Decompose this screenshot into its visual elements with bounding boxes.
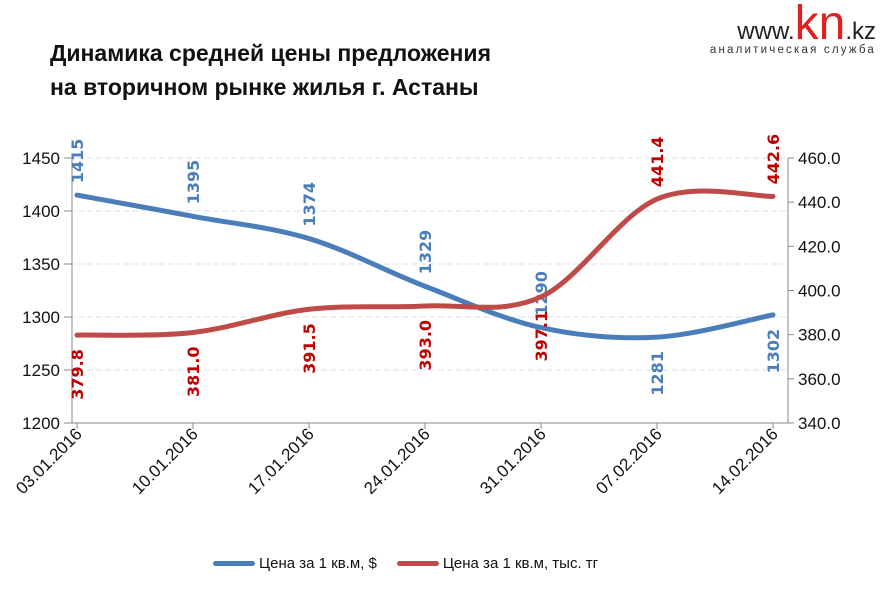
logo-kz: .kz [845,18,876,45]
logo: www.kn.kz аналитическая служба [710,0,876,56]
right-tick-label: 440.0 [798,193,841,212]
right-tick-label: 360.0 [798,370,841,389]
data-label: 1290 [532,271,551,316]
legend-item-usd: Цена за 1 кв.м, $ [213,555,377,572]
legend-swatch [213,561,255,566]
data-label: 1329 [416,230,435,275]
right-tick-label: 460.0 [798,149,841,168]
title-line-1: Динамика средней цены предложения [50,40,491,66]
x-tick-label: 24.01.2016 [360,424,434,498]
chart-title: Динамика средней цены предложения на вто… [50,36,491,104]
data-label: 442.6 [764,134,783,185]
left-tick-label: 1450 [22,149,60,168]
x-tick-label: 14.02.2016 [708,424,782,498]
legend-label: Цена за 1 кв.м, $ [259,555,377,572]
x-tick-label: 17.01.2016 [244,424,318,498]
left-tick-label: 1350 [22,255,60,274]
right-tick-label: 340.0 [798,414,841,433]
title-line-2: на вторичном рынке жилья г. Астаны [50,74,479,100]
left-tick-label: 1250 [22,361,60,380]
data-label: 1302 [764,329,783,374]
legend-item-kzt: Цена за 1 кв.м, тыс. тг [396,555,599,572]
logo-subtitle: аналитическая служба [709,44,876,56]
left-tick-label: 1400 [22,202,60,221]
data-label: 1281 [648,351,667,396]
data-label: 1374 [300,182,319,227]
logo-www: www. [737,18,795,45]
logo-kn: kn [794,0,846,50]
data-label: 379.8 [68,349,87,400]
data-label: 397.1 [532,311,551,362]
left-tick-label: 1200 [22,414,60,433]
data-label: 391.5 [300,323,319,374]
x-tick-label: 10.01.2016 [128,424,202,498]
right-tick-label: 400.0 [798,282,841,301]
left-tick-label: 1300 [22,308,60,327]
right-tick-label: 380.0 [798,326,841,345]
legend-label: Цена за 1 кв.м, тыс. тг [442,555,599,572]
x-tick-label: 07.02.2016 [592,424,666,498]
data-label: 393.0 [416,320,435,371]
data-label: 1415 [68,139,87,184]
x-tick-label: 31.01.2016 [476,424,550,498]
legend-swatch [396,561,439,566]
data-label: 381.0 [184,346,203,397]
data-label: 441.4 [648,136,667,187]
data-label: 1395 [184,160,203,205]
right-tick-label: 420.0 [798,237,841,256]
x-tick-label: 03.01.2016 [12,424,86,498]
legend: Цена за 1 кв.м, $ Цена за 1 кв.м, тыс. т… [213,555,598,572]
